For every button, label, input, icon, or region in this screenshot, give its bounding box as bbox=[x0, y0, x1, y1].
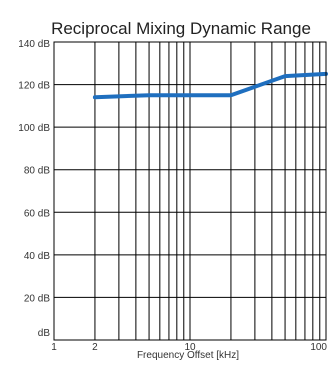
x-tick-label: 100 bbox=[310, 342, 327, 353]
y-tick-label: 60 dB bbox=[24, 208, 50, 219]
y-tick-label: 100 dB bbox=[18, 123, 50, 134]
plot-frame bbox=[53, 41, 327, 341]
y-tick-label: 120 dB bbox=[18, 81, 50, 92]
y-tick-label: 80 dB bbox=[24, 166, 50, 177]
series-line bbox=[92, 71, 328, 100]
x-tick-label: 10 bbox=[184, 342, 196, 353]
x-tick-label: 2 bbox=[92, 342, 98, 353]
tick-labels: dB 20 dB 40 dB 60 dB 80 dB 100 dB 120 dB 140 dB… bbox=[18, 39, 327, 353]
series-group bbox=[92, 71, 328, 100]
y-tick-label: 20 dB bbox=[24, 293, 50, 304]
y-tick-label: 40 dB bbox=[24, 251, 50, 262]
y-tick-label: dB bbox=[38, 328, 51, 339]
x-axis-label: Frequency Offset [kHz] bbox=[137, 350, 239, 361]
grid bbox=[54, 42, 326, 340]
chart-title: Reciprocal Mixing Dynamic Range bbox=[51, 19, 311, 38]
x-tick-label: 1 bbox=[51, 342, 57, 353]
y-tick-label: 140 dB bbox=[18, 39, 50, 50]
